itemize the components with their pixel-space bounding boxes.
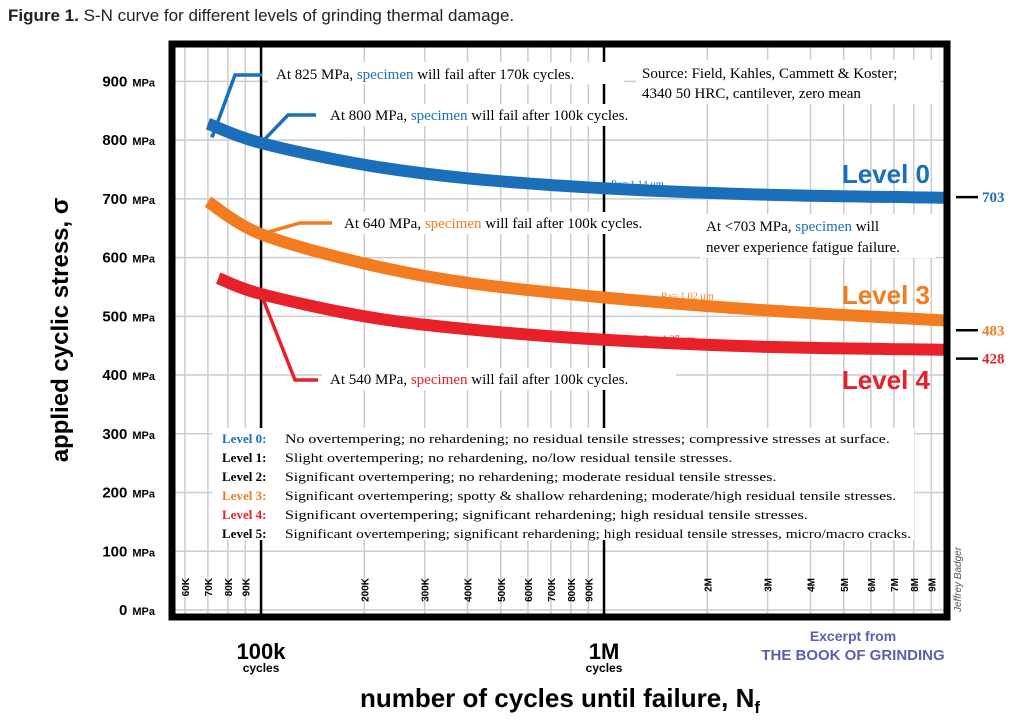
callout-bg [337, 212, 691, 234]
endurance-note-line-2: never experience fatigue failure. [706, 240, 900, 256]
x-tick-label: 80K [224, 577, 235, 596]
callout-text: At 800 MPa, specimen will fail after 100… [330, 108, 628, 124]
callout-leader [259, 113, 316, 145]
x-tick-label: 8M [910, 578, 921, 592]
ra-label-level0: Ra= 1.14 µm [611, 180, 664, 191]
y-tick-label: 0 MPa [119, 602, 156, 619]
x-major-sublabel: cycles [586, 661, 623, 675]
ra-label-level4: Ra= 1.27 µm [643, 335, 696, 346]
callout-bg [268, 62, 624, 84]
series-name-level3: Level 3 [842, 280, 930, 310]
x-tick-label: 300K [421, 577, 432, 602]
legend-level-desc: Significant overtempering; significant r… [285, 507, 808, 522]
excerpt-line-1: Excerpt from [810, 628, 896, 644]
y-axis-label: applied cyclic stress, σ [47, 198, 74, 463]
x-axis-label: number of cycles until failure, Nf [360, 683, 760, 717]
legend-level-desc: Significant overtempering; significant r… [285, 526, 911, 541]
x-tick-label: 600K [524, 577, 535, 602]
callout-bg [322, 104, 676, 126]
x-tick-label: 60K [181, 577, 192, 596]
legend-level-label: Level 5: [222, 526, 266, 541]
x-tick-label: 5M [840, 578, 851, 592]
x-tick-label: 900K [584, 577, 595, 602]
x-tick-label: 800K [567, 577, 578, 602]
y-tick-label: 400 MPa [102, 367, 156, 384]
x-major-label: 1M [589, 639, 620, 664]
y-tick-label: 100 MPa [102, 543, 156, 560]
x-tick-label: 2M [703, 578, 714, 592]
x-tick-label: 70K [204, 577, 215, 596]
legend-level-desc: Significant overtempering; spotty & shal… [285, 488, 896, 503]
callout-text: At 540 MPa, specimen will fail after 100… [330, 372, 628, 388]
x-tick-label: 200K [360, 577, 371, 602]
legend-level-label: Level 2: [222, 469, 266, 484]
callout-text: At 640 MPa, specimen will fail after 100… [344, 216, 642, 232]
legend-level-desc: Slight overtempering; no rehardening, no… [285, 450, 732, 465]
x-tick-label: 90K [241, 577, 252, 596]
legend-level-label: Level 3: [222, 488, 266, 503]
note-bg [700, 214, 936, 258]
endurance-value-level3: 483 [982, 323, 1005, 339]
ra-label-level3: Ra= 1.02 µm [661, 291, 714, 302]
x-tick-label: 3M [764, 578, 775, 592]
legend-level-label: Level 4: [222, 507, 266, 522]
axis-labels: 0 MPa 100 MPa 200 MPa 300 MPa 400 MPa 500 MPa 600 MPa… [47, 73, 1005, 717]
series-name-level0: Level 0 [842, 159, 930, 189]
series-line-level3 [204, 196, 945, 327]
y-tick-label: 800 MPa [102, 132, 156, 149]
series-curves [204, 118, 945, 356]
legend-level-label: Level 1: [222, 450, 266, 465]
callout-bg [322, 368, 676, 390]
callout-leader [259, 293, 318, 382]
legend-level-label: Level 0: [222, 431, 266, 446]
endurance-note-line-1: At <703 MPa, specimen will [706, 219, 879, 235]
callout-leader [210, 73, 262, 138]
legend-level-desc: Significant overtempering; no rehardenin… [285, 469, 776, 484]
excerpt-line-2: THE BOOK OF GRINDING [761, 647, 944, 664]
plot-frame [168, 40, 951, 621]
y-tick-label: 600 MPa [102, 250, 156, 267]
x-tick-label: 500K [497, 577, 508, 602]
x-tick-label: 400K [464, 577, 475, 602]
x-tick-label: 700K [547, 577, 558, 602]
endurance-value-level0: 703 [982, 190, 1005, 206]
x-tick-label: 9M [927, 578, 938, 592]
source-bg [636, 60, 940, 104]
author-signature: Jeffrey Badger [953, 546, 964, 613]
x-tick-label: 6M [867, 578, 878, 592]
y-tick-label: 900 MPa [102, 73, 156, 90]
callout-text: At 825 MPa, specimen will fail after 170… [276, 67, 574, 83]
endurance-value-level4: 428 [982, 352, 1005, 368]
legend-bg [212, 428, 914, 540]
figure-label: Figure 1. [8, 6, 79, 25]
series-name-level4: Level 4 [842, 365, 931, 395]
series-line-level4 [215, 272, 945, 356]
source-line-1: Source: Field, Kahles, Cammett & Koster; [642, 66, 897, 82]
x-tick-label: 7M [890, 578, 901, 592]
figure-title: S-N curve for different levels of grindi… [83, 6, 515, 25]
x-tick-label: 4M [807, 578, 818, 592]
y-tick-label: 500 MPa [102, 308, 156, 325]
x-major-sublabel: cycles [243, 661, 280, 675]
callout-leader [260, 221, 332, 236]
y-tick-label: 300 MPa [102, 426, 156, 443]
chart-annotations: 60K 70K 80K 90K 200K 300K 400K 500K 600K 700K 800K… [181, 60, 940, 602]
y-tick-label: 200 MPa [102, 485, 156, 502]
source-line-2: 4340 50 HRC, cantilever, zero mean [642, 86, 861, 102]
legend-level-desc: No overtempering; no rehardening; no res… [285, 431, 890, 446]
series-line-level0 [205, 118, 945, 204]
y-tick-label: 700 MPa [102, 191, 156, 208]
figure-caption: Figure 1. S-N curve for different levels… [8, 6, 514, 26]
x-major-label: 100k [237, 639, 287, 664]
